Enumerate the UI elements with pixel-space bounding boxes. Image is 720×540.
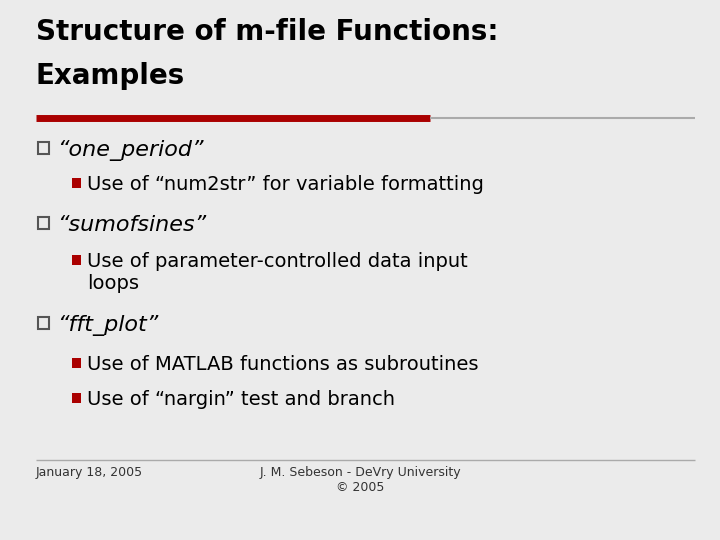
Bar: [38, 317, 49, 329]
Bar: [38, 142, 49, 154]
Bar: [38, 217, 49, 229]
Text: January 18, 2005: January 18, 2005: [36, 466, 143, 479]
Text: Use of “num2str” for variable formatting: Use of “num2str” for variable formatting: [87, 175, 484, 194]
Bar: [72, 178, 81, 188]
Bar: [72, 255, 81, 265]
Text: J. M. Sebeson - DeVry University
© 2005: J. M. Sebeson - DeVry University © 2005: [259, 466, 461, 494]
Text: “one_period”: “one_period”: [57, 140, 204, 161]
Text: “fft_plot”: “fft_plot”: [57, 315, 158, 336]
Text: Use of parameter-controlled data input
loops: Use of parameter-controlled data input l…: [87, 252, 468, 293]
Text: Use of MATLAB functions as subroutines: Use of MATLAB functions as subroutines: [87, 355, 479, 374]
Text: Use of “nargin” test and branch: Use of “nargin” test and branch: [87, 390, 395, 409]
Bar: [72, 358, 81, 368]
Text: Examples: Examples: [36, 62, 185, 90]
Text: “sumofsines”: “sumofsines”: [57, 215, 206, 235]
Bar: [72, 393, 81, 403]
Text: Structure of m-file Functions:: Structure of m-file Functions:: [36, 18, 498, 46]
